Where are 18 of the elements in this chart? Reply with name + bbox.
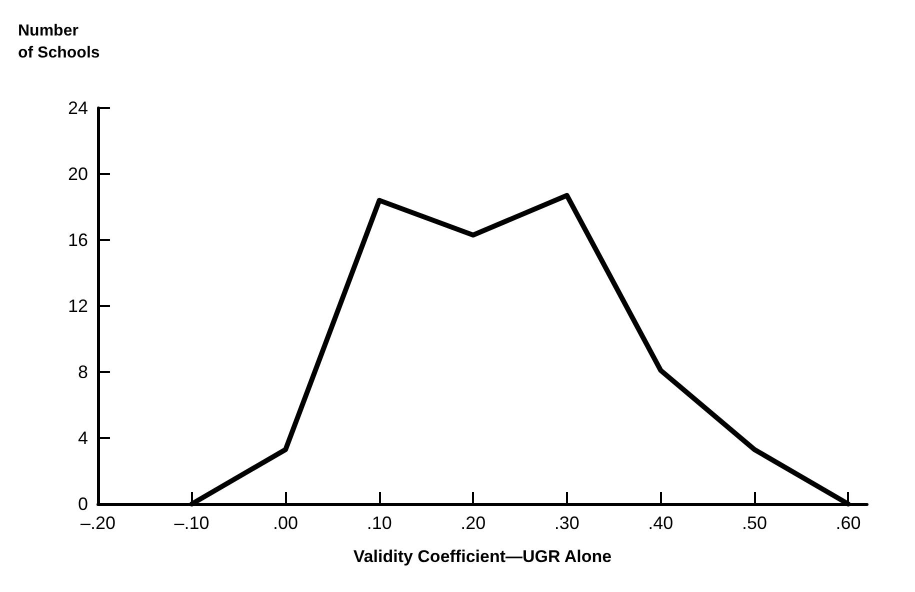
x-tick-label: –.10	[174, 513, 210, 533]
y-tick-label: 8	[78, 362, 88, 382]
y-tick-label: 24	[68, 98, 88, 118]
x-tick-label: .60	[836, 513, 861, 533]
x-axis-title: Validity Coefficient—UGR Alone	[353, 547, 612, 566]
y-tick-label: 12	[68, 296, 88, 316]
y-tick-label: 20	[68, 164, 88, 184]
x-tick-label: .30	[554, 513, 580, 533]
x-tick-label: .10	[366, 513, 392, 533]
y-tick-label: 0	[78, 494, 88, 514]
y-tick-label: 4	[78, 428, 88, 448]
y-axis-title: Number of Schools	[18, 22, 100, 62]
x-tick-label: .40	[648, 513, 674, 533]
x-tick-label: .50	[742, 513, 767, 533]
x-tick-label: .20	[460, 513, 486, 533]
x-tick-label: .00	[273, 513, 298, 533]
x-tick-label: –.20	[80, 513, 116, 533]
y-tick-label: 16	[68, 230, 88, 250]
